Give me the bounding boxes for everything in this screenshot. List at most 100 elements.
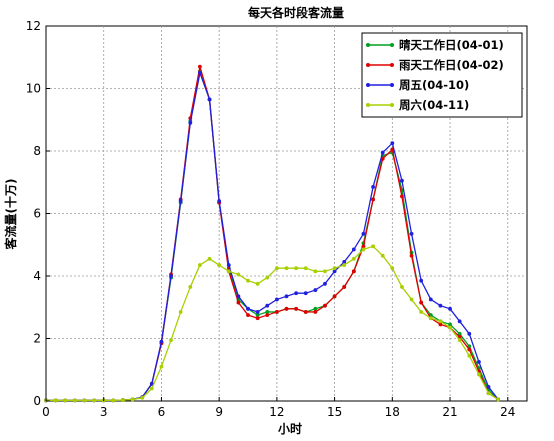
legend-label: 晴天工作日(04-01) <box>399 38 504 52</box>
x-tick-label: 12 <box>269 405 284 419</box>
legend-marker <box>366 103 370 107</box>
x-tick-label: 21 <box>442 405 457 419</box>
data-point <box>198 64 202 69</box>
data-point <box>390 141 395 146</box>
data-point <box>246 278 250 283</box>
data-point <box>178 310 183 314</box>
data-point <box>53 398 58 403</box>
data-point <box>313 310 318 314</box>
data-point <box>265 303 270 308</box>
data-point <box>140 395 145 400</box>
legend-marker <box>390 103 394 107</box>
x-tick-label: 3 <box>100 405 108 419</box>
data-point <box>72 398 77 403</box>
data-point <box>294 266 299 271</box>
data-point <box>236 300 241 305</box>
data-point <box>457 319 462 324</box>
data-point <box>236 272 241 277</box>
data-point <box>351 269 356 274</box>
data-point <box>428 297 433 302</box>
x-tick-label: 24 <box>500 405 515 419</box>
data-point <box>361 231 366 236</box>
y-tick-label: 10 <box>26 82 41 96</box>
data-point <box>274 310 279 314</box>
data-point <box>198 70 202 75</box>
legend-marker <box>366 63 370 67</box>
data-point <box>323 303 327 308</box>
data-point <box>246 313 250 317</box>
data-point <box>457 331 462 336</box>
data-point <box>323 269 327 274</box>
data-point <box>255 310 260 314</box>
data-point <box>371 185 375 189</box>
data-point <box>342 260 347 264</box>
legend-marker <box>390 43 394 47</box>
legend-item: 雨天工作日(04-02) <box>366 58 504 72</box>
legend-item: 周六(04-11) <box>366 98 469 112</box>
y-tick-label: 2 <box>33 332 41 346</box>
legend-item: 晴天工作日(04-01) <box>366 38 504 52</box>
y-axis-title: 客流量(十万) <box>3 179 18 251</box>
data-point <box>255 316 260 321</box>
legend-box <box>361 32 523 118</box>
data-point <box>419 278 424 283</box>
data-point <box>486 391 491 396</box>
data-point <box>371 197 375 202</box>
data-point <box>188 285 193 289</box>
data-point <box>428 316 433 321</box>
data-point <box>284 294 289 299</box>
data-point <box>294 306 299 311</box>
data-point <box>159 339 164 344</box>
series-lines <box>44 64 501 403</box>
data-point <box>409 253 414 258</box>
legend-marker <box>390 63 394 67</box>
data-point <box>111 398 116 403</box>
data-point <box>380 150 385 155</box>
y-tick-label: 0 <box>33 394 41 408</box>
data-point <box>332 269 337 274</box>
data-point <box>438 303 443 308</box>
data-point <box>477 360 481 364</box>
data-point <box>448 325 452 330</box>
data-point <box>294 291 299 296</box>
data-point <box>207 97 212 102</box>
data-point <box>313 306 318 311</box>
x-tick-label: 18 <box>385 405 400 419</box>
legend-marker <box>366 83 370 87</box>
data-point <box>409 231 414 236</box>
data-point <box>448 306 452 311</box>
data-point <box>255 313 260 317</box>
x-tick-label: 15 <box>327 405 342 419</box>
data-point <box>380 253 385 258</box>
legend-label: 周六(04-11) <box>399 98 469 112</box>
legend-item: 周五(04-10) <box>366 78 469 92</box>
data-point <box>169 338 173 342</box>
legend-marker <box>390 83 394 87</box>
x-tick-label: 9 <box>215 405 223 419</box>
data-point <box>149 386 154 391</box>
data-point <box>207 256 212 261</box>
data-point <box>467 353 472 358</box>
data-point <box>284 266 289 271</box>
data-point <box>236 294 241 299</box>
data-point <box>178 199 183 203</box>
data-point <box>342 263 347 267</box>
data-point <box>265 275 270 280</box>
data-point <box>438 319 443 324</box>
data-point <box>265 313 270 317</box>
data-point <box>467 347 472 352</box>
data-point <box>188 120 193 125</box>
data-point <box>284 306 289 311</box>
data-point <box>217 199 222 203</box>
data-point <box>313 288 318 292</box>
legend-label: 雨天工作日(04-02) <box>399 58 504 72</box>
x-tick-label: 6 <box>158 405 166 419</box>
chart-title: 每天各时段客流量 <box>248 5 344 20</box>
data-point <box>486 385 491 389</box>
data-point <box>438 322 443 327</box>
y-tick-label: 12 <box>26 19 41 33</box>
legend-marker <box>366 43 370 47</box>
data-point <box>448 322 452 327</box>
data-point <box>246 306 250 311</box>
